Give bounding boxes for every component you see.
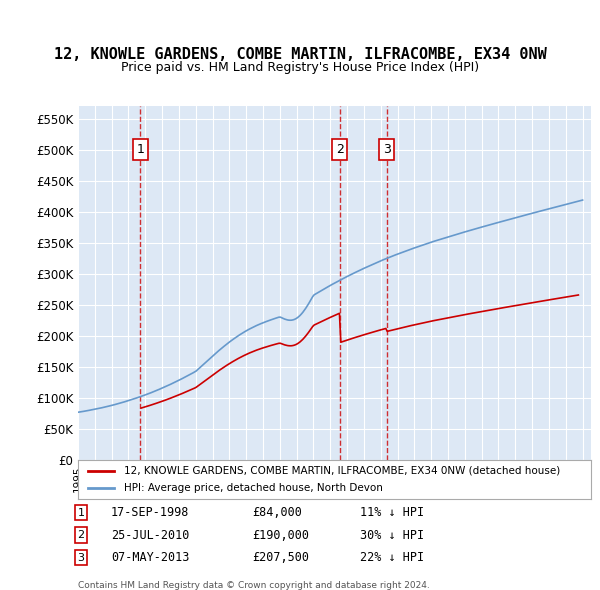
Text: 25-JUL-2010: 25-JUL-2010 xyxy=(111,529,190,542)
Text: 1: 1 xyxy=(77,508,85,517)
Text: 11% ↓ HPI: 11% ↓ HPI xyxy=(360,506,424,519)
Text: HPI: Average price, detached house, North Devon: HPI: Average price, detached house, Nort… xyxy=(124,483,383,493)
Text: 12, KNOWLE GARDENS, COMBE MARTIN, ILFRACOMBE, EX34 0NW (detached house): 12, KNOWLE GARDENS, COMBE MARTIN, ILFRAC… xyxy=(124,466,560,476)
Text: 1: 1 xyxy=(136,143,145,156)
Text: 22% ↓ HPI: 22% ↓ HPI xyxy=(360,551,424,564)
Text: 3: 3 xyxy=(77,553,85,562)
Text: 12, KNOWLE GARDENS, COMBE MARTIN, ILFRACOMBE, EX34 0NW: 12, KNOWLE GARDENS, COMBE MARTIN, ILFRAC… xyxy=(53,47,547,62)
Text: Contains HM Land Registry data © Crown copyright and database right 2024.: Contains HM Land Registry data © Crown c… xyxy=(78,581,430,589)
Text: £190,000: £190,000 xyxy=(252,529,309,542)
Text: £207,500: £207,500 xyxy=(252,551,309,564)
Text: 3: 3 xyxy=(383,143,391,156)
Text: 17-SEP-1998: 17-SEP-1998 xyxy=(111,506,190,519)
Text: 2: 2 xyxy=(77,530,85,540)
Text: 30% ↓ HPI: 30% ↓ HPI xyxy=(360,529,424,542)
Text: £84,000: £84,000 xyxy=(252,506,302,519)
Text: 2: 2 xyxy=(336,143,344,156)
Text: Price paid vs. HM Land Registry's House Price Index (HPI): Price paid vs. HM Land Registry's House … xyxy=(121,61,479,74)
Text: 07-MAY-2013: 07-MAY-2013 xyxy=(111,551,190,564)
